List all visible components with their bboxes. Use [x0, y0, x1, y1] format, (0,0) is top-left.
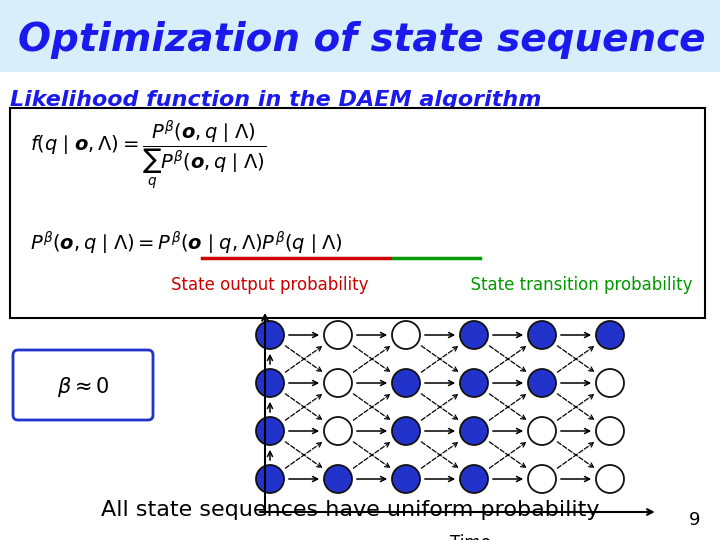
- Circle shape: [256, 369, 284, 397]
- Circle shape: [528, 369, 556, 397]
- Circle shape: [460, 321, 488, 349]
- Text: $P^{\beta}(\boldsymbol{o}, q \mid \Lambda) = P^{\beta}(\boldsymbol{o} \mid q, \L: $P^{\beta}(\boldsymbol{o}, q \mid \Lambd…: [30, 230, 343, 256]
- Text: Optimization of state sequence: Optimization of state sequence: [18, 21, 706, 59]
- Text: Time: Time: [449, 534, 490, 540]
- Circle shape: [256, 321, 284, 349]
- Bar: [10, 108, 705, 318]
- Circle shape: [460, 417, 488, 445]
- Circle shape: [596, 417, 624, 445]
- Circle shape: [460, 369, 488, 397]
- Text: State output probability: State output probability: [171, 276, 369, 294]
- Bar: [0, 0, 720, 72]
- Text: $f(q \mid \boldsymbol{o}, \Lambda) = \dfrac{P^{\beta}(\boldsymbol{o}, q \mid \La: $f(q \mid \boldsymbol{o}, \Lambda) = \df…: [30, 119, 266, 191]
- Circle shape: [392, 369, 420, 397]
- FancyBboxPatch shape: [13, 350, 153, 420]
- Circle shape: [460, 465, 488, 493]
- Circle shape: [528, 465, 556, 493]
- Circle shape: [256, 465, 284, 493]
- Text: State transition probability: State transition probability: [460, 276, 693, 294]
- Circle shape: [392, 465, 420, 493]
- Text: 9: 9: [688, 511, 700, 529]
- Circle shape: [596, 369, 624, 397]
- Circle shape: [528, 321, 556, 349]
- Circle shape: [596, 321, 624, 349]
- Circle shape: [324, 369, 352, 397]
- Text: $\beta \approx 0$: $\beta \approx 0$: [57, 375, 109, 399]
- Text: Likelihood function in the DAEM algorithm: Likelihood function in the DAEM algorith…: [10, 90, 541, 110]
- Circle shape: [392, 417, 420, 445]
- Circle shape: [256, 417, 284, 445]
- Circle shape: [324, 465, 352, 493]
- Circle shape: [392, 321, 420, 349]
- Circle shape: [528, 417, 556, 445]
- Circle shape: [596, 465, 624, 493]
- Text: All state sequences have uniform probability: All state sequences have uniform probabi…: [101, 500, 599, 520]
- Circle shape: [324, 321, 352, 349]
- Circle shape: [324, 417, 352, 445]
